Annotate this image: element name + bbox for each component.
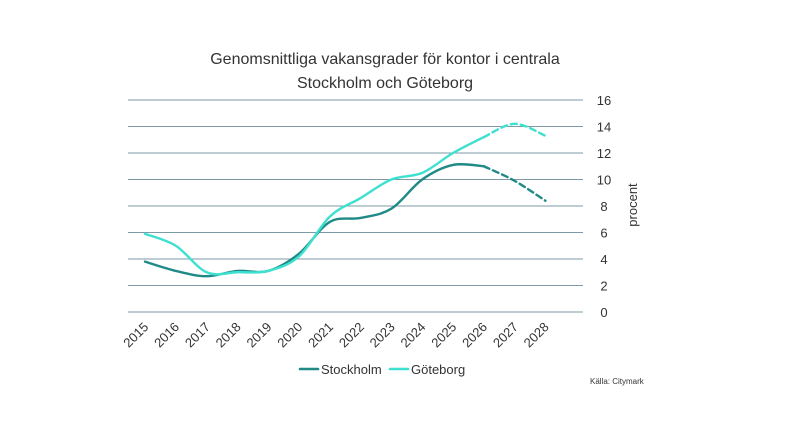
x-tick-label: 2017	[182, 319, 213, 350]
series-forecast-goteborg	[482, 122, 547, 139]
y-axis-label: procent	[625, 183, 640, 227]
x-tick-label: 2021	[305, 319, 336, 350]
y-tick-label: 10	[597, 173, 611, 188]
x-tick-label: 2025	[428, 319, 459, 350]
y-tick-label: 0	[600, 305, 607, 320]
x-tick-label: 2020	[274, 319, 305, 350]
series-lines	[143, 122, 547, 278]
x-tick-label: 2016	[151, 319, 182, 350]
y-tick-label: 14	[597, 120, 611, 135]
x-tick-label: 2024	[397, 319, 428, 350]
y-tick-label: 2	[600, 279, 607, 294]
y-tick-label: 12	[597, 146, 611, 161]
series-line-goteborg	[143, 135, 485, 276]
x-tick-label: 2028	[521, 319, 552, 350]
x-axis-ticks: 2015 2016 2017 2018 2019 2020 2021 2022 2023 2024…	[120, 319, 551, 350]
source-note: Källa: Citymark	[590, 377, 645, 386]
y-tick-label: 8	[600, 199, 607, 214]
y-tick-label: 16	[597, 93, 611, 108]
x-tick-label: 2015	[120, 319, 151, 350]
series-forecast-stockholm	[482, 165, 547, 202]
x-tick-label: 2027	[490, 319, 521, 350]
x-tick-label: 2019	[243, 319, 274, 350]
y-axis-ticks: 0 2 4 6 8 10 12 14 16	[597, 93, 611, 320]
x-tick-label: 2023	[367, 319, 398, 350]
legend: Stockholm Göteborg	[298, 362, 465, 377]
legend-label-stockholm: Stockholm	[321, 362, 382, 377]
chart-title-line-1: Genomsnittliga vakansgrader för kontor i…	[210, 51, 560, 68]
x-tick-label: 2018	[213, 319, 244, 350]
y-tick-label: 4	[600, 252, 607, 267]
gridlines	[128, 99, 583, 313]
y-tick-label: 6	[600, 226, 607, 241]
x-tick-label: 2026	[459, 319, 490, 350]
x-tick-label: 2022	[336, 319, 367, 350]
legend-label-goteborg: Göteborg	[411, 362, 465, 377]
chart-title-line-2: Stockholm och Göteborg	[297, 75, 473, 92]
